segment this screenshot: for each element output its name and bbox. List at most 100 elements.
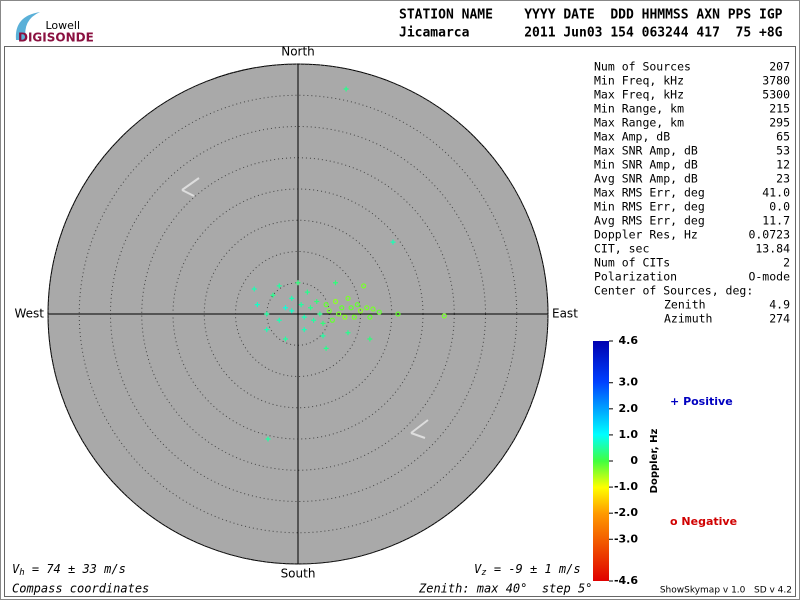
stat-value: 12 (776, 158, 790, 172)
source-negative (329, 317, 335, 323)
colorbar-tick-label: -3.0 (614, 532, 638, 545)
version: ShowSkymap v 1.0 SD v 4.2 (660, 586, 792, 596)
source-positive (264, 311, 270, 317)
source-negative (357, 308, 364, 314)
chevron (410, 419, 429, 439)
stat-label: Max Range, km (594, 116, 684, 130)
colorbar-tick-label: 3.0 (619, 376, 639, 389)
stat-label: Zenith (664, 298, 706, 312)
colorbar (593, 341, 609, 581)
colorbar-tick-label: 0 (630, 454, 638, 467)
logo-top: Lowell (45, 19, 80, 32)
stat-heading: Center of Sources, deg: (594, 284, 753, 298)
source-negative (376, 309, 382, 315)
stat-label: CIT, sec (594, 242, 649, 256)
source-positive (320, 333, 326, 339)
source-positive (323, 345, 329, 351)
source-positive (390, 239, 396, 245)
source-negative (351, 314, 357, 320)
stat-label: Avg RMS Err, deg (594, 214, 705, 228)
vh-label: Vh = 74 ± 33 m/s (12, 562, 126, 578)
stat-value: 2 (783, 256, 790, 270)
source-negative (345, 295, 351, 301)
stat-label: Max SNR Amp, dB (594, 144, 698, 158)
source-negative (361, 283, 367, 289)
source-positive (289, 295, 295, 301)
stat-label: Max Amp, dB (594, 130, 670, 144)
stat-label: Num of Sources (594, 60, 691, 74)
source-positive (301, 327, 307, 333)
header-labels: STATION NAME YYYY DATE DDD HHMMSS AXN PP… (399, 8, 783, 23)
stat-value: 53 (776, 144, 790, 158)
subscript: h (19, 568, 24, 578)
source-negative (336, 311, 342, 317)
subscript: z (481, 568, 486, 578)
source-negative (323, 302, 329, 308)
source-positive (265, 436, 271, 442)
east-label: East (552, 307, 578, 321)
stat-value: 5300 (762, 88, 790, 102)
symbol: V (474, 562, 482, 576)
stat-value: 274 (769, 312, 790, 326)
source-negative (441, 313, 447, 319)
source-negative (348, 305, 354, 311)
stat-label: Min Freq, kHz (594, 74, 684, 88)
stat-label: Min RMS Err, deg (594, 200, 705, 214)
legend-positive: + Positive (670, 395, 733, 408)
plot-frame (4, 46, 796, 597)
stat-value: 65 (776, 130, 790, 144)
colorbar-tick-label: 4.6 (619, 334, 639, 347)
source-positive (298, 302, 304, 308)
source-negative (326, 308, 332, 314)
source-positive (251, 286, 257, 292)
legend-symbol: + (670, 395, 679, 408)
colorbar-tick-label: -4.6 (614, 574, 638, 587)
source-positive (276, 317, 282, 323)
source-positive (276, 283, 282, 289)
stat-label: Num of CITs (594, 256, 670, 270)
stat-value: 4.9 (769, 298, 790, 312)
stat-value: 13.84 (755, 242, 790, 256)
source-negative (339, 305, 345, 311)
stat-label: Max RMS Err, deg (594, 186, 705, 200)
stat-value: 207 (769, 60, 790, 74)
source-negative (370, 306, 376, 312)
north-label: North (281, 45, 315, 59)
colorbar-tick-label: 1.0 (619, 428, 639, 441)
stat-value: 295 (769, 116, 790, 130)
source-positive (345, 330, 351, 336)
source-positive (320, 320, 326, 326)
source-positive (314, 299, 320, 304)
source-positive (283, 336, 288, 342)
source-negative (342, 314, 348, 320)
stat-label: Min SNR Amp, dB (594, 158, 698, 172)
stat-value: 215 (769, 102, 790, 116)
symbol: V (12, 562, 20, 576)
stat-value: 0.0 (769, 200, 790, 214)
source-positive (343, 86, 349, 92)
south-label: South (281, 567, 316, 581)
source-positive (289, 308, 295, 314)
colorbar-label: Doppler, Hz (649, 429, 660, 494)
logo-bottom: DIGISONDE (18, 31, 94, 45)
source-positive (311, 317, 317, 323)
source-positive (333, 280, 338, 286)
west-label: West (14, 307, 44, 321)
source-positive (283, 305, 288, 311)
legend-text: Negative (681, 515, 737, 528)
source-positive (254, 302, 260, 308)
zenith-note: Zenith: max 40° step 5° (418, 582, 592, 596)
value: = 74 ± 33 m/s (25, 562, 126, 576)
value: = -9 ± 1 m/s (487, 562, 581, 576)
legend-negative: o Negative (670, 515, 737, 528)
legend-symbol: o (670, 515, 678, 528)
source-positive (317, 311, 323, 317)
coords-note: Compass coordinates (12, 582, 149, 596)
stat-label: Polarization (594, 270, 677, 284)
legend-text: Positive (683, 395, 733, 408)
source-negative (364, 305, 370, 311)
stat-value: 3780 (762, 74, 790, 88)
colorbar-tick-label: -2.0 (614, 506, 638, 519)
source-positive (295, 280, 301, 286)
source-positive (304, 289, 310, 295)
